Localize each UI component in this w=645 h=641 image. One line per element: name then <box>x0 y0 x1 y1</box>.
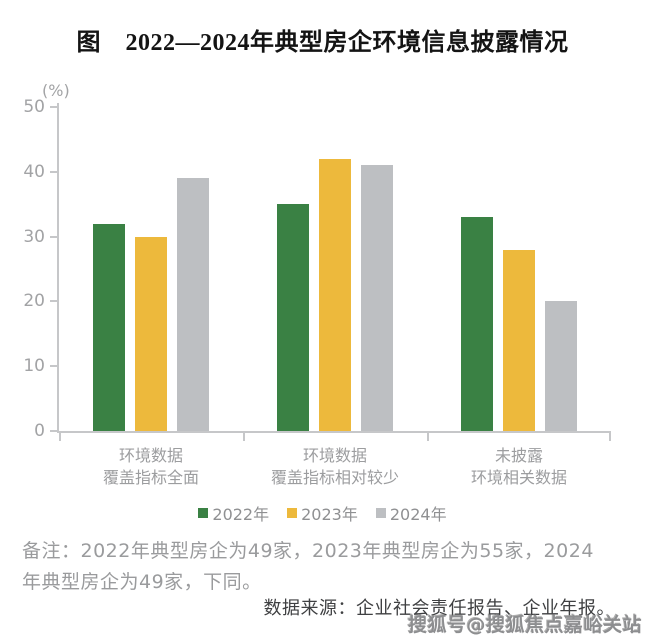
y-axis-tick-label: 10 <box>23 356 45 377</box>
x-axis-category-label-line: 覆盖指标全面 <box>102 468 200 487</box>
bar-2024年-1 <box>177 178 209 431</box>
legend-swatch-icon <box>287 508 298 518</box>
footnote-line-2: 年典型房企为49家，下同。 <box>22 571 262 593</box>
bar-2023年-2 <box>319 158 351 431</box>
x-axis-tick <box>427 433 429 441</box>
bar-2022年-3 <box>461 217 493 431</box>
y-axis-tick-label: 30 <box>23 226 45 247</box>
y-axis-tick <box>50 106 57 108</box>
chart-legend: 2022年 2023年 2024年 <box>0 501 645 525</box>
x-axis-category-label-line: 环境数据 <box>302 446 368 465</box>
y-axis-tick-label: 0 <box>34 421 45 441</box>
y-axis-tick <box>50 170 57 173</box>
footnote: 备注：2022年典型房企为49家，2023年典型房企为55家，2024 年典型房… <box>22 536 622 598</box>
x-axis-category-label: 环境数据覆盖指标全面 <box>103 445 199 489</box>
bar-chart-plot: 0 10 20 30 40 50 环境数据 覆盖指标全面 环境数据 覆盖指标相对较少 未披露 环境相关… <box>23 97 611 487</box>
footnote-line-1: 备注：2022年典型房企为49家，2023年典型房企为55家，2024 <box>22 540 594 562</box>
x-axis-category-label-line: 环境数据 <box>118 446 184 465</box>
legend-label: 2024年 <box>389 505 447 524</box>
legend-label: 2023年 <box>301 505 358 524</box>
bar-2024年-2 <box>361 165 393 431</box>
bar-2022年-1 <box>93 223 125 431</box>
y-axis-tick <box>50 365 57 368</box>
watermark-text: 搜狐号@搜狐焦点嘉峪关站 <box>407 614 642 636</box>
x-axis-category-label-line: 未披露 <box>494 446 544 465</box>
legend-swatch-icon <box>375 508 386 518</box>
bar-2022年-2 <box>277 204 309 431</box>
y-axis-tick-label: 40 <box>23 161 45 182</box>
bar-2024年-3 <box>545 301 577 431</box>
y-axis-tick <box>50 300 57 303</box>
y-axis-tick-label: 50 <box>23 97 45 117</box>
y-axis-unit-label: (%) <box>42 81 70 100</box>
x-axis-tick <box>609 433 611 441</box>
x-axis-tick <box>243 433 245 441</box>
x-axis-category-label-line: 覆盖指标相对较少 <box>270 468 400 487</box>
legend-item-2023年: 2023年 <box>287 501 358 525</box>
x-axis-category-label: 环境数据覆盖指标相对较少 <box>271 445 399 489</box>
x-axis-category-label-line: 环境相关数据 <box>470 468 568 487</box>
legend-item-2024年: 2024年 <box>375 501 447 525</box>
data-source-text: 数据来源：企业社会责任报告、企业年报。 <box>263 598 615 619</box>
bar-2023年-1 <box>135 236 167 431</box>
x-axis-category-label: 未披露 环境相关数据 <box>471 445 567 489</box>
x-axis-tick <box>59 433 61 441</box>
legend-label: 2022年 <box>212 505 270 524</box>
y-axis-tick-label: 20 <box>23 291 45 312</box>
y-axis-tick <box>50 235 57 238</box>
legend-swatch-icon <box>198 508 209 518</box>
legend-item-2022年: 2022年 <box>198 501 269 525</box>
chart-title: 图 2022—2024年典型房企环境信息披露情况 <box>76 30 569 56</box>
bar-2023年-3 <box>503 249 535 431</box>
y-axis-tick <box>50 430 57 432</box>
